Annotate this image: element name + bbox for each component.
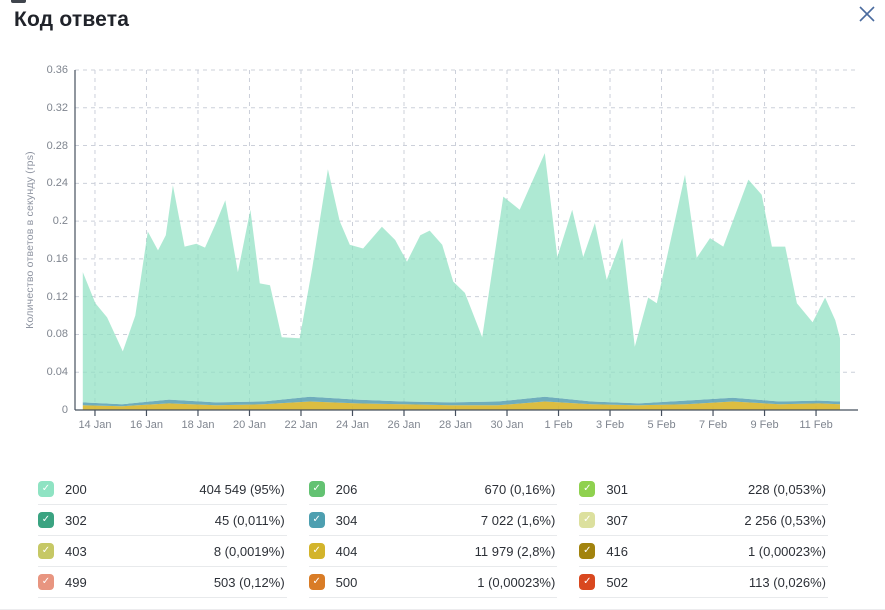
legend-code-label: 301 [606, 481, 629, 497]
y-tick-label: 0.04 [46, 366, 68, 379]
close-icon [859, 6, 875, 22]
legend-checkbox-307[interactable]: ✓ [579, 512, 596, 528]
legend-item-206[interactable]: ✓ 206 670 (0,16%) [308, 474, 558, 505]
x-tick-label: 14 Jan [78, 419, 112, 431]
legend-code-label: 499 [65, 574, 87, 590]
legend-code-label: 307 [606, 512, 629, 528]
legend-checkbox-416[interactable]: ✓ [579, 543, 596, 559]
legend-count-value: 1 (0,00023%) [747, 543, 826, 559]
y-tick-label: 0.28 [46, 139, 68, 152]
legend-checkbox-499[interactable]: ✓ [38, 574, 54, 590]
page-title: Код ответа [14, 8, 130, 31]
x-tick-label: 24 Jan [335, 419, 369, 431]
y-tick-label: 0.32 [46, 101, 68, 114]
legend-item-302[interactable]: ✓ 302 45 (0,011%) [38, 505, 287, 536]
legend-checkbox-403[interactable]: ✓ [38, 543, 54, 559]
y-tick-label: 0.36 [46, 64, 68, 76]
legend-item-304[interactable]: ✓ 304 7 022 (1,6%) [308, 505, 558, 536]
legend-item-200[interactable]: ✓ 200 404 549 (95%) [38, 474, 287, 505]
x-tick-label: 16 Jan [129, 419, 163, 431]
legend-item-500[interactable]: ✓ 500 1 (0,00023%) [308, 567, 558, 598]
legend-checkbox-302[interactable]: ✓ [38, 512, 54, 528]
legend-item-403[interactable]: ✓ 403 8 (0,0019%) [38, 536, 287, 567]
x-tick-label: 3 Feb [595, 419, 625, 431]
legend-item-502[interactable]: ✓ 502 113 (0,026%) [579, 567, 828, 598]
legend-checkbox-500[interactable]: ✓ [308, 574, 325, 590]
x-tick-label: 28 Jan [438, 419, 473, 431]
cropped-edge-artifact [11, 0, 26, 3]
legend-checkbox-200[interactable]: ✓ [38, 481, 54, 497]
chart-canvas [74, 69, 858, 416]
legend-code-label: 404 [335, 543, 358, 559]
legend-code-label: 302 [65, 512, 87, 528]
y-tick-label: 0.08 [46, 328, 68, 341]
y-tick-label: 0 [61, 404, 68, 416]
legend-item-416[interactable]: ✓ 416 1 (0,00023%) [579, 536, 828, 567]
x-tick-label: 18 Jan [181, 419, 215, 431]
y-tick-label: 0.12 [46, 290, 68, 303]
legend-count-value: 8 (0,0019%) [213, 543, 285, 559]
legend-table: ✓ 200 404 549 (95%) ✓ 206 670 (0,16%) ✓ 301 228 … [38, 474, 828, 598]
legend-item-404[interactable]: ✓ 404 11 979 (2,8%) [308, 536, 558, 567]
legend-checkbox-502[interactable]: ✓ [579, 574, 596, 590]
legend-code-label: 500 [335, 574, 358, 590]
area-series-304 [82, 396, 841, 407]
x-tick-label: 26 Jan [387, 419, 421, 431]
legend-count-value: 113 (0,026%) [748, 574, 826, 590]
x-tick-label: 20 Jan [232, 419, 266, 431]
x-tick-label: 11 Feb [799, 419, 833, 431]
legend-item-499[interactable]: ✓ 499 503 (0,12%) [38, 567, 287, 598]
legend-count-value: 670 (0,16%) [484, 481, 556, 497]
area-chart[interactable] [74, 69, 858, 416]
legend-count-value: 2 256 (0,53%) [744, 512, 826, 528]
x-tick-label: 7 Feb [698, 419, 728, 431]
legend-count-value: 45 (0,011%) [214, 512, 285, 528]
legend-item-301[interactable]: ✓ 301 228 (0,053%) [579, 474, 828, 505]
y-tick-label: 0.2 [52, 215, 68, 228]
area-series-200 [82, 153, 841, 405]
x-tick-label: 1 Feb [544, 419, 573, 431]
legend-code-label: 502 [606, 574, 629, 590]
legend-code-label: 200 [65, 481, 87, 497]
legend-code-label: 403 [65, 543, 87, 559]
legend-count-value: 404 549 (95%) [199, 481, 285, 497]
legend-item-307[interactable]: ✓ 307 2 256 (0,53%) [579, 505, 828, 536]
x-tick-label: 5 Feb [647, 419, 676, 431]
legend-count-value: 1 (0,00023%) [477, 574, 556, 590]
legend-checkbox-301[interactable]: ✓ [579, 481, 596, 497]
legend-checkbox-206[interactable]: ✓ [308, 481, 325, 497]
y-tick-label: 0.16 [46, 252, 68, 265]
legend-checkbox-304[interactable]: ✓ [308, 512, 325, 528]
x-tick-label: 22 Jan [284, 419, 318, 431]
legend-code-label: 304 [335, 512, 358, 528]
legend-count-value: 228 (0,053%) [747, 481, 826, 497]
close-button[interactable] [856, 3, 878, 25]
legend-code-label: 416 [606, 543, 629, 559]
legend-code-label: 206 [335, 481, 358, 497]
legend-count-value: 11 979 (2,8%) [474, 543, 556, 559]
x-tick-label: 30 Jan [490, 419, 524, 431]
legend-count-value: 7 022 (1,6%) [480, 512, 556, 528]
y-tick-label: 0.24 [46, 177, 68, 190]
legend-checkbox-404[interactable]: ✓ [308, 543, 325, 559]
x-tick-label: 9 Feb [750, 419, 779, 431]
area-series-404 [82, 401, 841, 410]
legend-count-value: 503 (0,12%) [213, 574, 285, 590]
